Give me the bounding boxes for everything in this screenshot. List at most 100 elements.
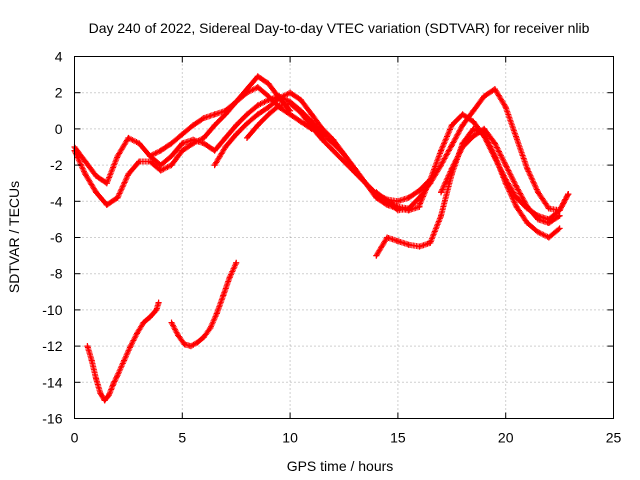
data-point <box>222 134 229 141</box>
data-point <box>556 225 563 232</box>
data-point <box>513 183 520 190</box>
data-point <box>535 189 542 196</box>
data-point <box>287 89 294 96</box>
data-point <box>405 205 412 212</box>
data-point <box>502 104 509 111</box>
data-point <box>82 158 89 165</box>
chart-title: Day 240 of 2022, Sidereal Day-to-day VTE… <box>89 20 590 36</box>
x-axis-label: GPS time / hours <box>287 458 394 474</box>
data-point <box>220 292 227 299</box>
data-point <box>134 330 141 337</box>
data-point <box>243 120 250 127</box>
data-point <box>213 310 220 317</box>
y-tick-label: -16 <box>42 411 62 427</box>
data-point <box>207 325 214 331</box>
y-tick-label: -10 <box>42 302 62 318</box>
data-point <box>481 133 488 140</box>
y-tick-label: -8 <box>50 266 63 282</box>
data-point <box>190 122 197 129</box>
data-point <box>88 357 95 364</box>
data-point <box>114 153 121 160</box>
data-point <box>502 162 509 169</box>
data-point <box>438 162 445 169</box>
x-tick-label: 15 <box>390 430 406 446</box>
data-point <box>287 107 294 114</box>
data-point <box>105 391 112 398</box>
data-point <box>276 102 283 109</box>
data-point <box>93 189 100 196</box>
data-point <box>384 234 391 241</box>
data-point <box>427 239 434 246</box>
data-point <box>254 73 261 80</box>
data-point <box>448 122 455 129</box>
series-arc-11 <box>168 259 240 350</box>
data-point <box>103 180 110 187</box>
data-point <box>448 142 455 149</box>
data-point <box>93 172 100 179</box>
data-point <box>179 147 186 154</box>
data-point <box>226 274 233 281</box>
data-point <box>459 111 466 118</box>
data-point <box>125 171 132 178</box>
data-point <box>524 165 531 172</box>
data-point <box>373 189 380 196</box>
x-tick-label: 20 <box>498 430 514 446</box>
data-point <box>157 167 164 174</box>
data-point <box>254 111 261 118</box>
data-point <box>211 111 218 118</box>
data-point <box>384 198 391 205</box>
data-point <box>200 134 207 141</box>
data-point <box>470 107 477 114</box>
data-point <box>211 162 218 169</box>
data-point <box>168 153 175 160</box>
data-point <box>200 334 207 341</box>
data-point <box>416 201 423 208</box>
data-point <box>513 203 520 210</box>
data-point <box>168 319 175 326</box>
data-point <box>168 140 175 147</box>
data-point <box>470 125 477 132</box>
data-point <box>394 198 401 205</box>
data-point <box>491 154 498 161</box>
data-point <box>114 372 121 379</box>
data-point <box>491 86 498 93</box>
data-point <box>179 140 186 147</box>
data-point <box>276 95 283 102</box>
data-point <box>502 176 509 183</box>
data-point <box>265 96 272 103</box>
data-point <box>82 171 89 178</box>
data-point <box>330 136 337 143</box>
data-point <box>254 84 261 91</box>
x-tick-label: 5 <box>178 430 186 446</box>
data-point <box>114 194 121 201</box>
data-point <box>545 205 552 212</box>
data-point <box>121 357 128 364</box>
data-point <box>513 134 520 141</box>
data-point <box>127 343 134 350</box>
data-point <box>427 176 434 183</box>
data-point <box>481 125 488 132</box>
x-tick-label: 25 <box>606 430 622 446</box>
data-point <box>308 124 315 131</box>
data-point <box>194 339 201 346</box>
data-point <box>351 169 358 176</box>
data-point <box>146 153 153 160</box>
data-point <box>545 220 552 227</box>
data-point <box>405 194 412 201</box>
data-point <box>297 96 304 103</box>
data-point <box>211 122 218 129</box>
data-point <box>140 319 147 326</box>
data-point <box>524 203 531 210</box>
data-point <box>297 109 304 116</box>
data-point <box>222 144 229 150</box>
data-point <box>254 122 261 129</box>
data-point <box>200 140 207 147</box>
data-point <box>438 189 445 196</box>
data-point <box>233 259 240 266</box>
data-point <box>125 134 132 141</box>
y-tick-label: 4 <box>55 49 63 65</box>
data-point <box>297 118 304 125</box>
data-point <box>416 187 423 194</box>
